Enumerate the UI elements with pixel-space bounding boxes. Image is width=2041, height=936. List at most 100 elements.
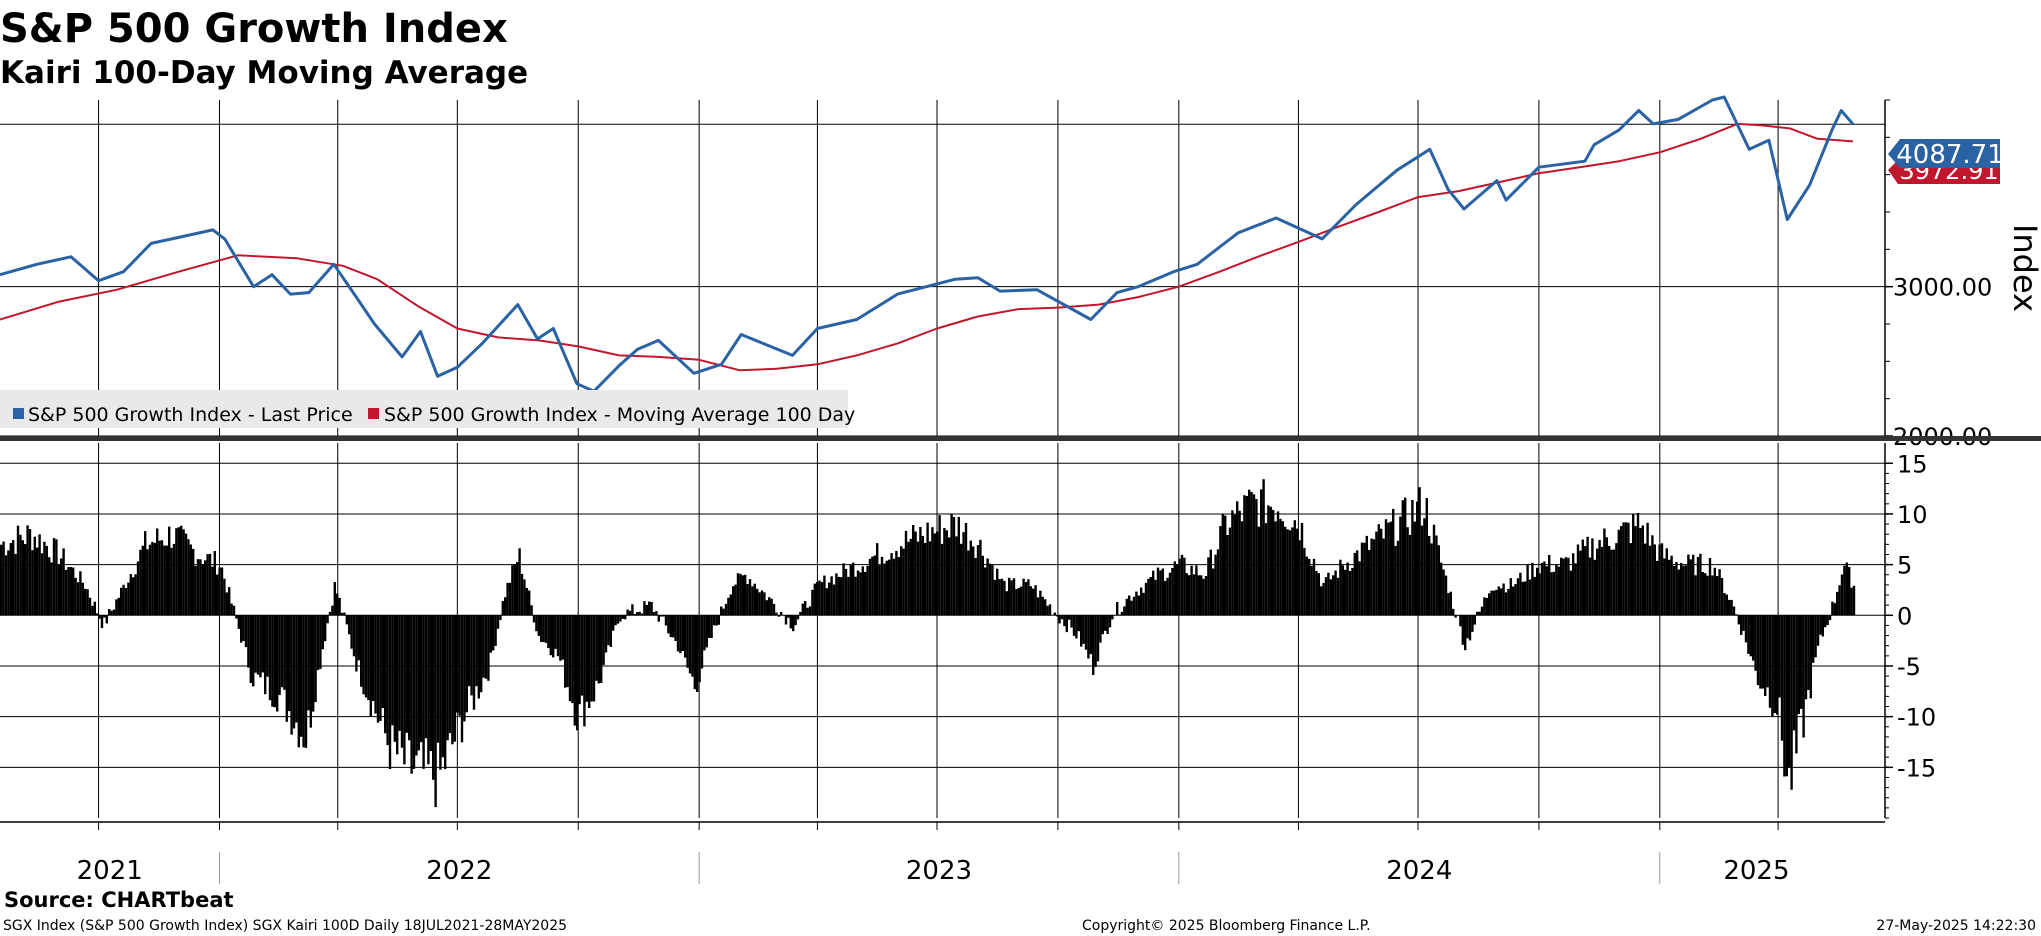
kairi-bar (184, 533, 188, 616)
kairi-bar (1620, 526, 1623, 616)
kairi-bar (561, 615, 564, 660)
kairi-bar (1536, 567, 1539, 616)
kairi-bar (787, 615, 790, 618)
kairi-bar (583, 615, 586, 727)
kairi-bar (1219, 526, 1222, 616)
kairi-bar (1384, 519, 1388, 616)
kairi-bar (1612, 549, 1616, 616)
kairi-bar (295, 615, 298, 723)
kairi-bar (160, 540, 164, 616)
kairi-bar (633, 614, 636, 616)
kairi-bar (1368, 550, 1371, 616)
kairi-bar (1507, 589, 1510, 616)
kairi-bar (1677, 569, 1680, 616)
kairi-bar (748, 579, 752, 616)
kairi-bar (655, 611, 658, 616)
kairi-bar (1644, 543, 1647, 616)
kairi-bar (319, 615, 322, 669)
kairi-bar (112, 609, 116, 616)
legend-last-price: S&P 500 Growth Index - Last Price (28, 404, 353, 426)
kairi-bar (914, 531, 917, 616)
kairi-bar (384, 615, 387, 734)
kairi-bar (1183, 557, 1186, 616)
kairi-bar (1128, 595, 1131, 616)
kairi-bar (904, 530, 908, 616)
kairi-bar (1068, 615, 1071, 620)
kairi-bar (1845, 562, 1848, 616)
kairi-bar (1298, 540, 1301, 616)
kairi-bar (1749, 615, 1752, 657)
kairi-bar (871, 556, 874, 616)
kairi-bar (1197, 575, 1200, 616)
kairi-bar (1070, 615, 1073, 628)
kairi-bar (1776, 615, 1779, 715)
kairi-bar (765, 600, 768, 616)
kairi-bar (1161, 568, 1164, 616)
kairi-bar (309, 615, 312, 728)
kairi-bar (1024, 582, 1028, 616)
kairi-bar (340, 612, 344, 616)
kairi-bar (100, 615, 104, 629)
kairi-bar (1500, 588, 1503, 616)
kairi-bar (1718, 569, 1721, 616)
kairi-bar (556, 615, 560, 657)
kairi-bar (345, 615, 348, 625)
kairi-bar (429, 615, 432, 751)
kairi-bar (1111, 615, 1114, 620)
kairi-bar (1603, 528, 1606, 616)
kairi-bar (602, 615, 605, 665)
kairi-bar (196, 559, 200, 616)
kairi-bar (895, 550, 898, 616)
kairi-bar (96, 613, 99, 616)
kairi-bar (1732, 606, 1736, 616)
kairi-bar (352, 615, 356, 657)
kairi-bar (945, 530, 948, 616)
kairi-bar (1428, 535, 1431, 616)
kairi-bar (907, 541, 910, 616)
kairi-bar (12, 540, 15, 616)
kairi-bar (1598, 540, 1601, 616)
kairi-bar (739, 573, 742, 616)
kairi-bar (753, 583, 756, 616)
kairi-bar (1356, 550, 1359, 616)
kairi-bar (1365, 535, 1368, 616)
kairi-bar (1495, 589, 1498, 616)
kairi-bar (1819, 615, 1822, 635)
kairi-bar (1562, 558, 1565, 616)
kairi-bar (972, 546, 975, 616)
kairi-bar (285, 615, 288, 722)
kairi-bar (1336, 577, 1340, 616)
kairi-bar (804, 601, 807, 616)
kairi-bar (1250, 492, 1253, 616)
kairi-bar (1744, 615, 1748, 643)
kairi-bar (1442, 569, 1445, 616)
kairi-bar (273, 615, 276, 708)
kairi-bar (1435, 535, 1438, 616)
kairi-bar (688, 615, 692, 674)
kairi-bar (1344, 569, 1347, 616)
kairi-bar (1648, 545, 1652, 616)
kairi-y-tick-label: 15 (1897, 450, 1928, 478)
kairi-bar (328, 611, 332, 616)
kairi-bar (1735, 614, 1738, 616)
kairi-bar (240, 615, 243, 643)
kairi-bar (1010, 580, 1013, 616)
kairi-bar (1173, 561, 1176, 616)
kairi-bar (40, 553, 44, 616)
kairi-bar (312, 615, 315, 712)
kairi-bar (1221, 513, 1224, 616)
kairi-bar (1382, 538, 1385, 616)
kairi-bar (799, 611, 802, 616)
kairi-bar (1684, 565, 1688, 616)
kairi-bar (470, 615, 473, 696)
kairi-bar (1404, 497, 1407, 616)
kairi-bar (628, 610, 632, 616)
kairi-bars (0, 479, 1856, 808)
kairi-bar (1490, 590, 1493, 616)
kairi-bar (477, 615, 480, 699)
kairi-bar (153, 542, 156, 616)
kairi-bar (60, 558, 63, 616)
kairi-bar (376, 615, 380, 723)
kairi-bar (1008, 577, 1011, 616)
